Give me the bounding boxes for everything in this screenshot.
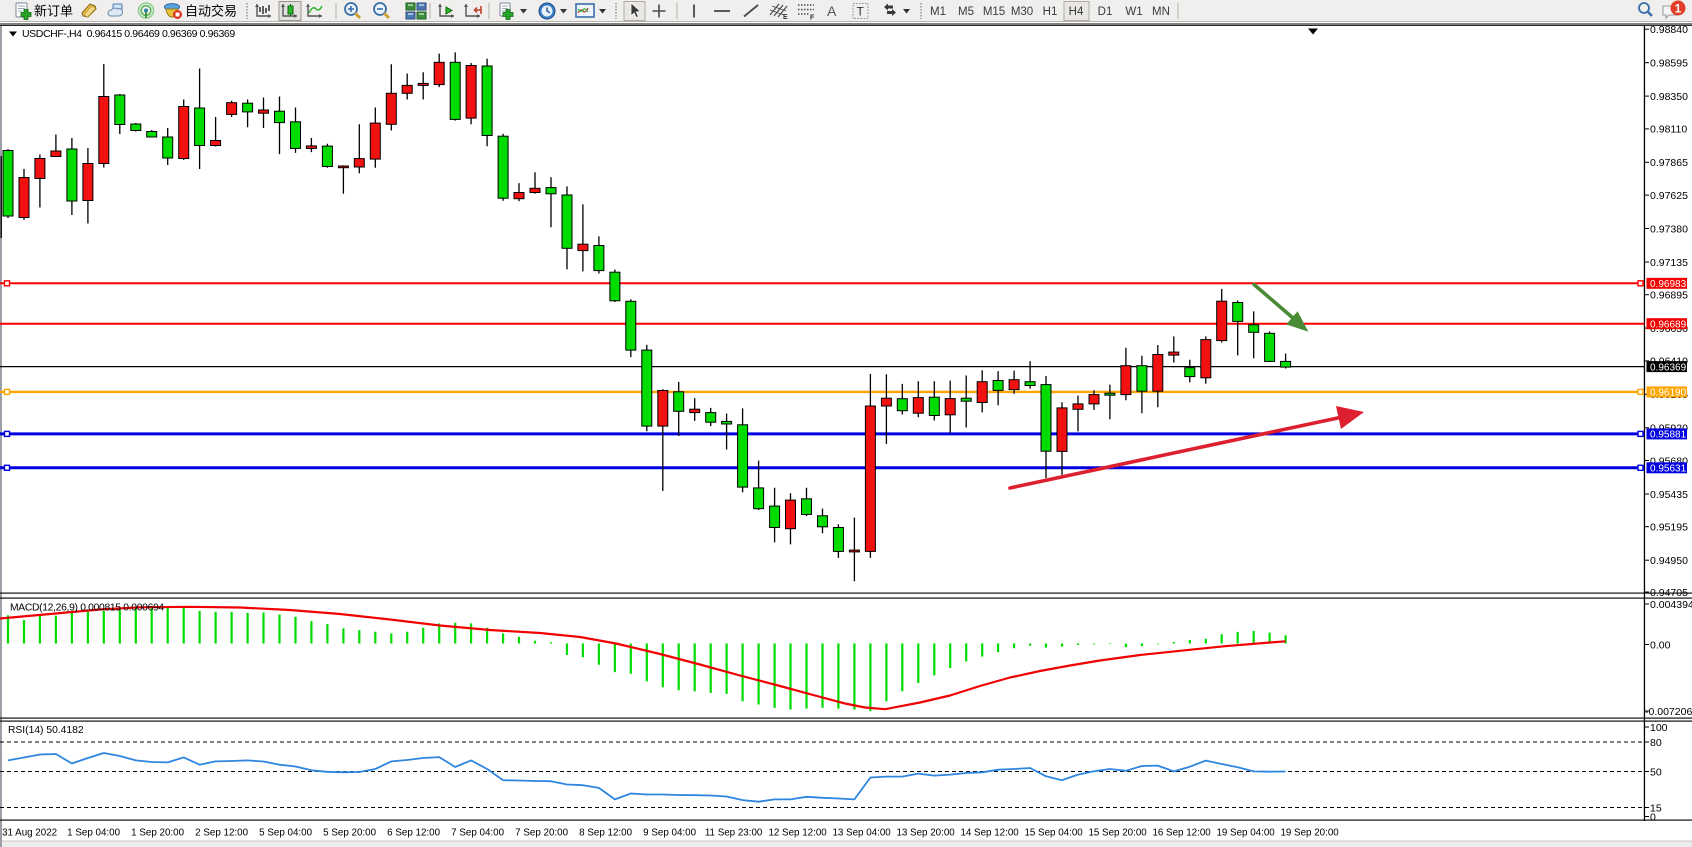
svg-text:M1: M1 [930,6,946,18]
svg-text:1 Sep 20:00: 1 Sep 20:00 [131,828,184,839]
svg-text:0.95881: 0.95881 [1650,430,1687,441]
svg-text:0.94705: 0.94705 [1650,587,1688,599]
svg-text:F: F [810,15,815,22]
svg-text:MN: MN [1152,6,1170,18]
svg-text:9 Sep 04:00: 9 Sep 04:00 [643,828,696,839]
svg-text:E: E [783,14,788,21]
svg-text:-0.007206: -0.007206 [1645,706,1692,718]
svg-text:50: 50 [1650,766,1662,778]
svg-text:80: 80 [1650,737,1662,749]
svg-text:0.94950: 0.94950 [1650,555,1688,567]
svg-text:0.98595: 0.98595 [1650,58,1688,70]
svg-text:M5: M5 [958,6,974,18]
svg-text:0.98110: 0.98110 [1650,124,1687,136]
svg-text:19 Sep 20:00: 19 Sep 20:00 [1280,828,1339,839]
svg-text:31 Aug 2022: 31 Aug 2022 [2,828,57,839]
svg-text:15 Sep 04:00: 15 Sep 04:00 [1024,828,1083,839]
svg-text:W1: W1 [1125,6,1142,18]
svg-text:14 Sep 12:00: 14 Sep 12:00 [960,828,1019,839]
svg-text:13 Sep 04:00: 13 Sep 04:00 [832,828,891,839]
svg-text:1: 1 [1675,2,1682,16]
svg-text:13 Sep 20:00: 13 Sep 20:00 [896,828,955,839]
svg-text:7 Sep 20:00: 7 Sep 20:00 [515,828,568,839]
svg-text:0.96190: 0.96190 [1650,388,1687,399]
svg-text:0.97625: 0.97625 [1650,190,1688,202]
svg-text:0.95435: 0.95435 [1650,489,1688,501]
svg-text:0.98840: 0.98840 [1650,24,1688,36]
svg-text:16 Sep 12:00: 16 Sep 12:00 [1152,828,1211,839]
svg-text:D1: D1 [1098,6,1113,18]
svg-text:12 Sep 12:00: 12 Sep 12:00 [768,828,827,839]
svg-text:2 Sep 12:00: 2 Sep 12:00 [195,828,248,839]
svg-text:15 Sep 20:00: 15 Sep 20:00 [1088,828,1147,839]
svg-text:5 Sep 04:00: 5 Sep 04:00 [259,828,312,839]
svg-text:USDCHF-,H4 0.96415 0.96469 0.: USDCHF-,H4 0.96415 0.96469 0.96369 0.963… [22,28,235,40]
svg-text:19 Sep 04:00: 19 Sep 04:00 [1216,828,1275,839]
svg-text:11 Sep 23:00: 11 Sep 23:00 [705,828,763,839]
svg-text:0.97865: 0.97865 [1650,157,1688,169]
svg-text:0: 0 [1650,811,1656,823]
svg-text:M15: M15 [983,6,1005,18]
svg-text:15: 15 [1650,802,1662,814]
svg-text:0.97380: 0.97380 [1650,223,1688,235]
svg-text:0.004394: 0.004394 [1650,599,1692,611]
svg-text:0.96689: 0.96689 [1650,320,1687,331]
svg-text:新订单: 新订单 [34,4,73,19]
svg-text:0.95195: 0.95195 [1650,522,1688,534]
svg-text:0.96983: 0.96983 [1650,279,1687,290]
svg-text:7 Sep 04:00: 7 Sep 04:00 [451,828,504,839]
svg-text:M30: M30 [1011,6,1033,18]
svg-text:H1: H1 [1043,6,1058,18]
svg-text:0.95631: 0.95631 [1650,464,1687,475]
svg-text:RSI(14) 50.4182: RSI(14) 50.4182 [8,725,84,736]
svg-text:MACD(12,26,9) 0.000815 0.00069: MACD(12,26,9) 0.000815 0.000694 [10,603,164,614]
svg-text:0.98350: 0.98350 [1650,91,1688,103]
svg-text:1 Sep 04:00: 1 Sep 04:00 [67,828,120,839]
svg-text:0.96369: 0.96369 [1650,362,1687,373]
svg-text:T: T [857,5,865,19]
svg-text:0.96895: 0.96895 [1650,290,1688,302]
svg-text:5 Sep 20:00: 5 Sep 20:00 [323,828,376,839]
svg-text:0.00: 0.00 [1650,639,1671,651]
svg-text:自动交易: 自动交易 [185,4,237,19]
svg-text:100: 100 [1650,722,1668,734]
svg-text:8 Sep 12:00: 8 Sep 12:00 [579,828,632,839]
svg-text:0.97135: 0.97135 [1650,257,1688,269]
svg-text:A: A [827,3,837,19]
svg-text:6 Sep 12:00: 6 Sep 12:00 [387,828,440,839]
svg-text:H4: H4 [1069,6,1084,18]
